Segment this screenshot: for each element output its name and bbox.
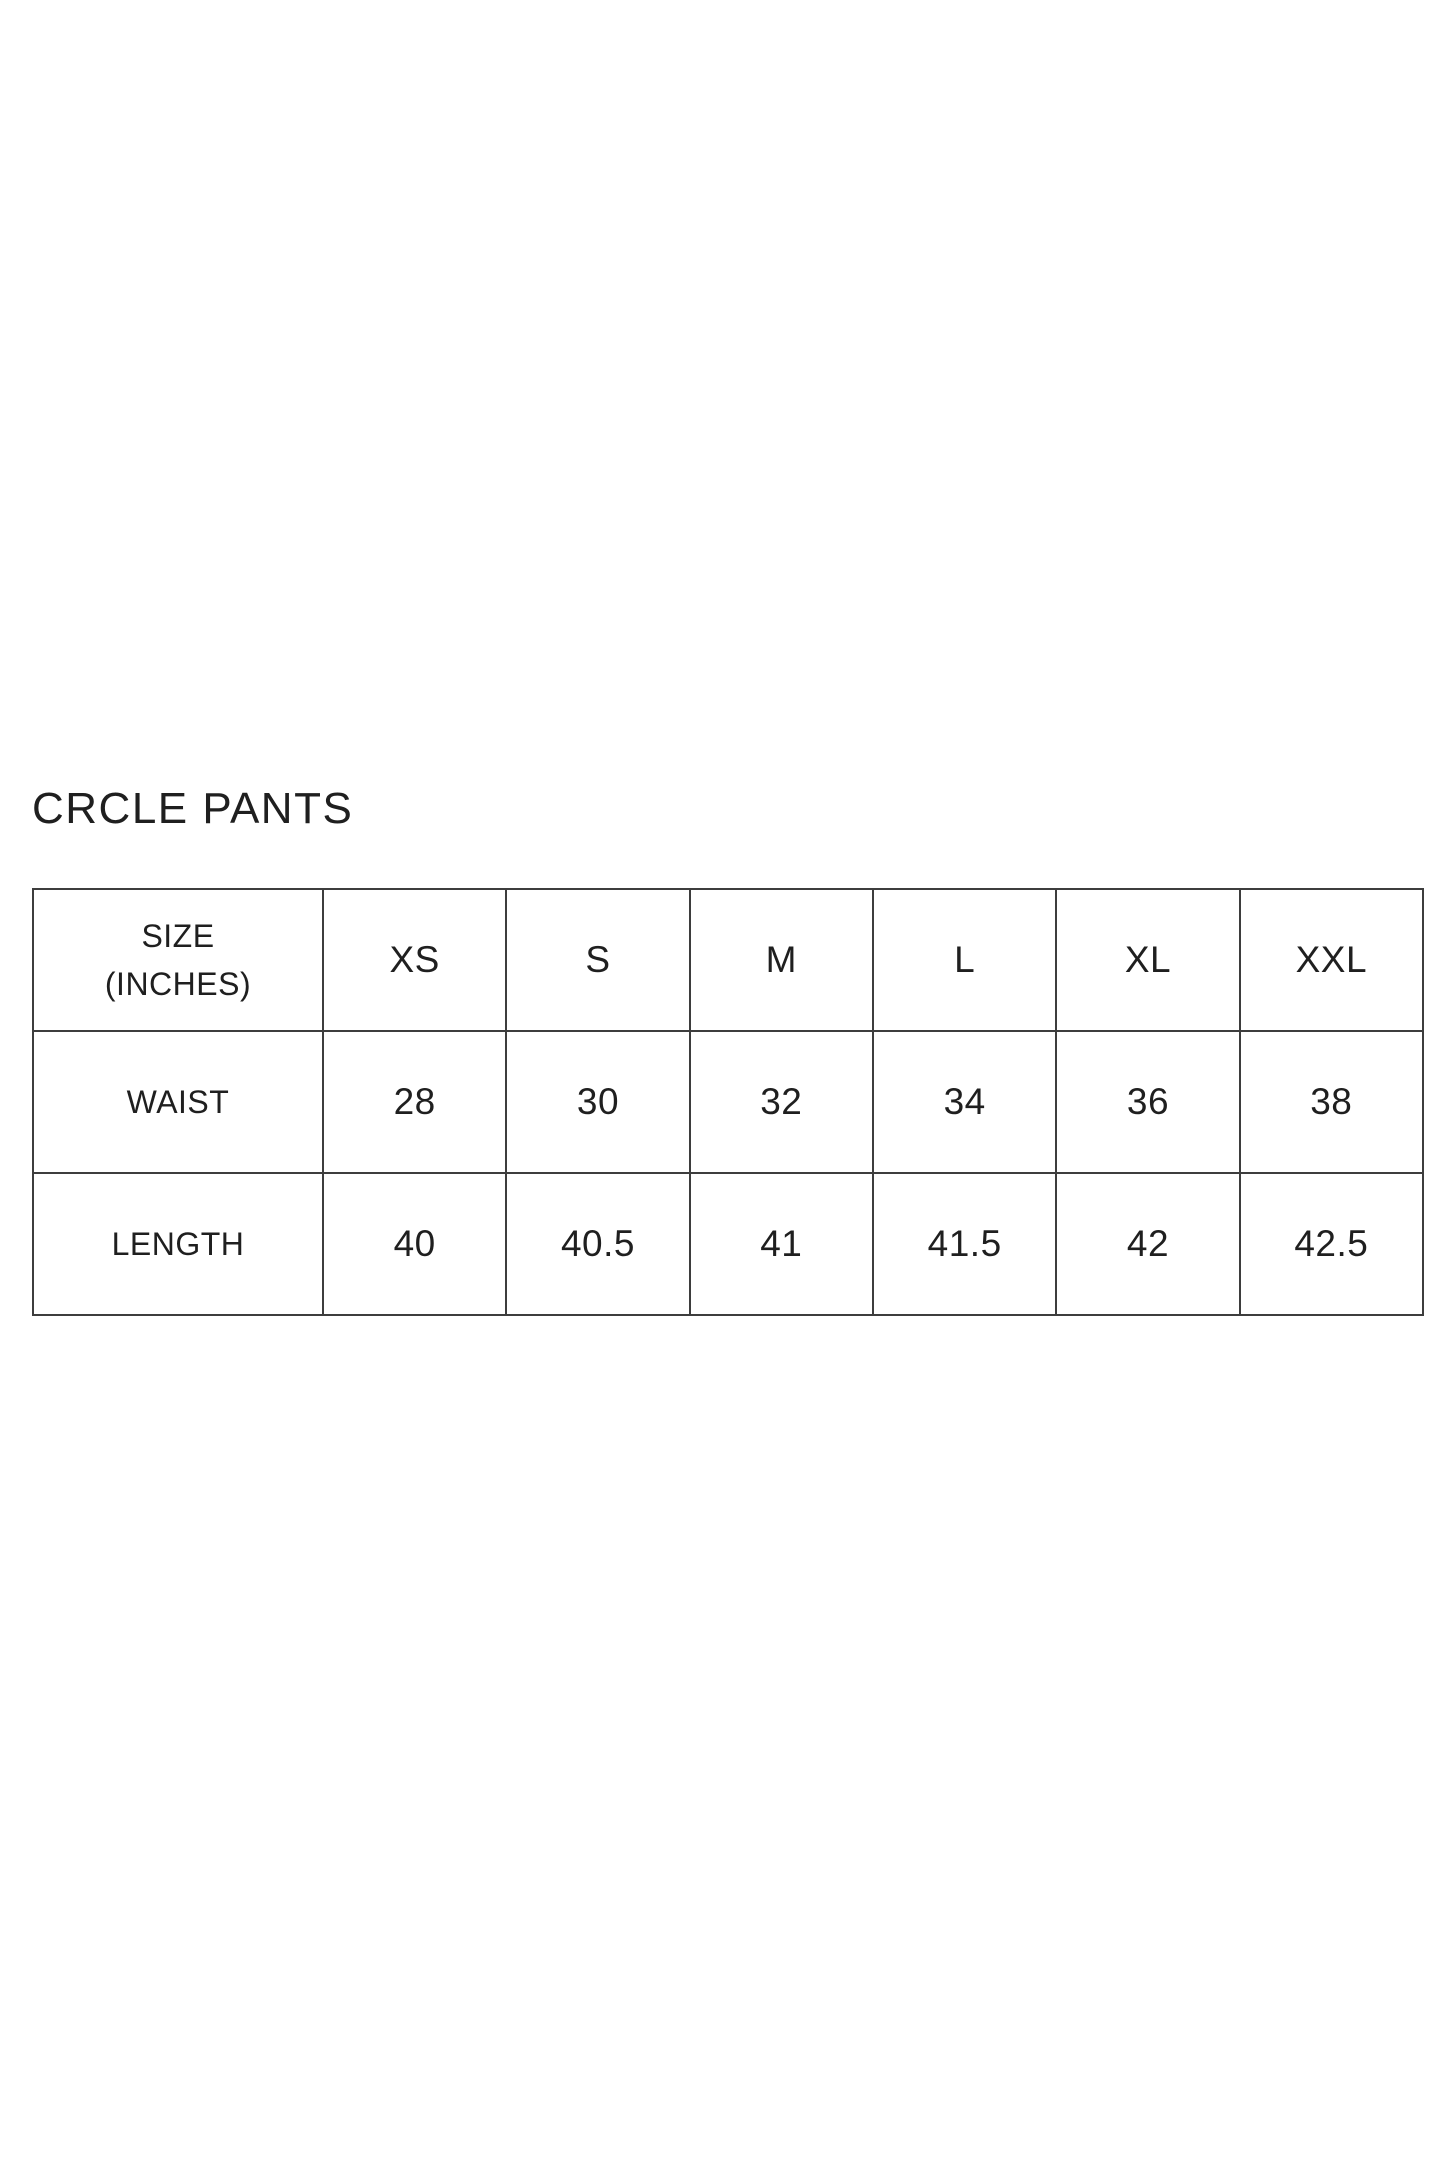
- size-chart-header-row: SIZE (INCHES) XS S M L XL XXL: [32, 888, 1425, 1032]
- length-s-cell: 40.5: [505, 1172, 691, 1316]
- length-m-value: 41: [760, 1223, 803, 1264]
- length-xl-value: 42: [1126, 1223, 1170, 1264]
- size-col-xl-label: XL: [1124, 939, 1172, 980]
- size-col-l: L: [871, 888, 1058, 1032]
- size-header-line2: (INCHES): [104, 966, 252, 1002]
- size-header-label: SIZE (INCHES): [34, 912, 322, 1008]
- length-xxl-value: 42.5: [1294, 1223, 1369, 1264]
- waist-l-value: 34: [943, 1081, 986, 1122]
- waist-s-value: 30: [576, 1081, 620, 1122]
- size-col-xxl-label: XXL: [1295, 939, 1368, 980]
- length-label-cell: LENGTH: [32, 1172, 324, 1316]
- waist-row-label: WAIST: [126, 1084, 230, 1120]
- length-row-label: LENGTH: [111, 1226, 245, 1262]
- size-col-xl: XL: [1055, 888, 1241, 1032]
- waist-xxl-cell: 38: [1238, 1030, 1425, 1174]
- waist-xl-value: 36: [1126, 1081, 1170, 1122]
- page-title: CRCLE PANTS: [32, 784, 354, 833]
- size-col-xs: XS: [321, 888, 508, 1032]
- length-m-cell: 41: [688, 1172, 874, 1316]
- waist-xxl-value: 38: [1310, 1081, 1353, 1122]
- length-row: LENGTH 40 40.5 41 41.5 42 42.5: [32, 1172, 1425, 1316]
- size-col-m: M: [688, 888, 874, 1032]
- waist-l-cell: 34: [871, 1030, 1058, 1174]
- length-l-value: 41.5: [927, 1223, 1002, 1264]
- size-header-cell: SIZE (INCHES): [32, 888, 324, 1032]
- waist-m-cell: 32: [688, 1030, 874, 1174]
- waist-m-value: 32: [760, 1081, 803, 1122]
- waist-row: WAIST 28 30 32 34 36 38: [32, 1030, 1425, 1174]
- size-col-m-label: M: [765, 939, 797, 980]
- waist-xs-cell: 28: [321, 1030, 508, 1174]
- size-chart-table: SIZE (INCHES) XS S M L XL XXL WAIST 28 3…: [32, 888, 1425, 1316]
- size-col-xxl: XXL: [1238, 888, 1425, 1032]
- waist-xl-cell: 36: [1055, 1030, 1241, 1174]
- size-col-s-label: S: [585, 939, 611, 980]
- length-xs-value: 40: [393, 1223, 436, 1264]
- length-xl-cell: 42: [1055, 1172, 1241, 1316]
- size-col-xs-label: XS: [389, 939, 440, 980]
- waist-label-cell: WAIST: [32, 1030, 324, 1174]
- size-col-s: S: [505, 888, 691, 1032]
- length-xxl-cell: 42.5: [1238, 1172, 1425, 1316]
- length-s-value: 40.5: [560, 1223, 635, 1264]
- length-l-cell: 41.5: [871, 1172, 1058, 1316]
- length-xs-cell: 40: [321, 1172, 508, 1316]
- size-col-l-label: L: [954, 939, 976, 980]
- waist-xs-value: 28: [393, 1081, 436, 1122]
- size-header-line1: SIZE: [141, 918, 215, 954]
- waist-s-cell: 30: [505, 1030, 691, 1174]
